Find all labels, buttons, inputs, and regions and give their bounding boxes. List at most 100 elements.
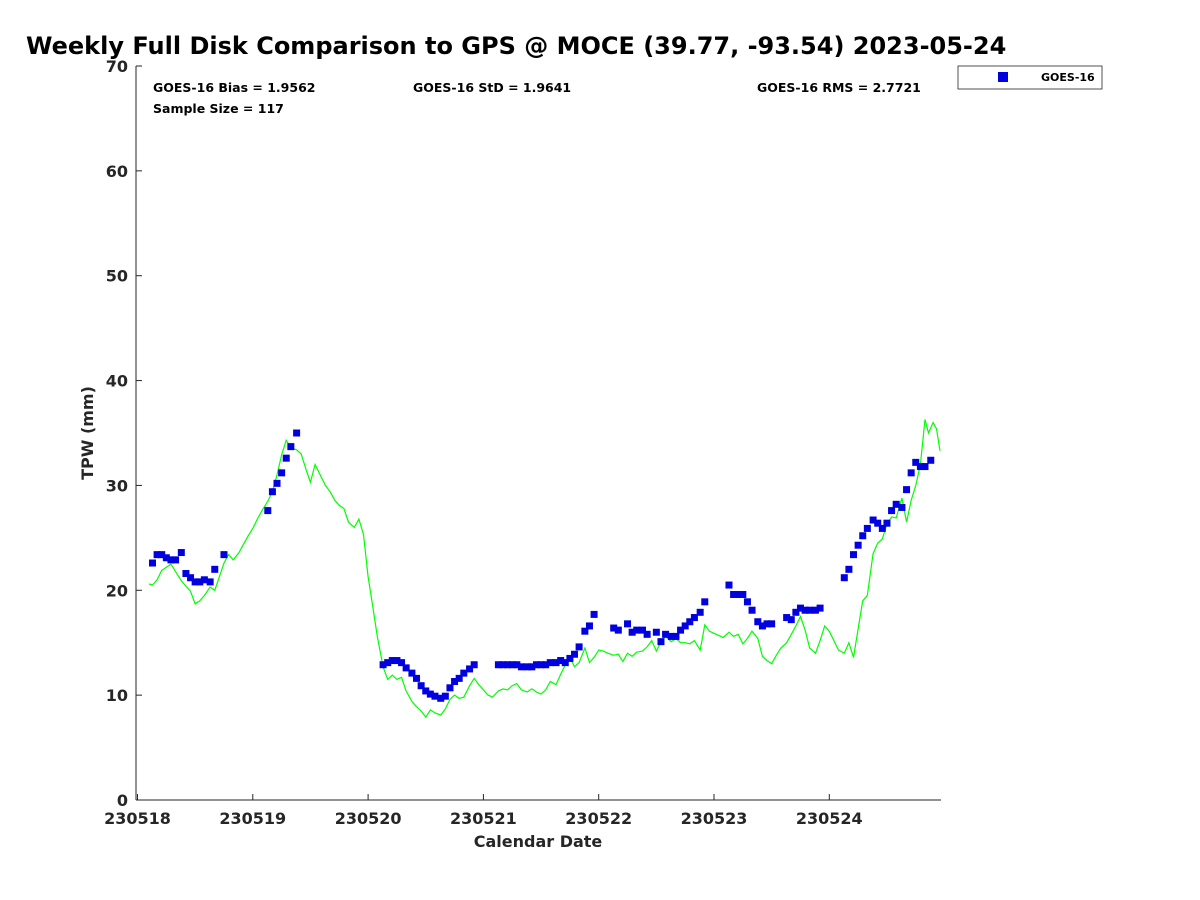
goes16-point — [696, 608, 704, 616]
goes16-point — [787, 616, 795, 624]
y-tick-label: 60 — [106, 162, 128, 181]
goes16-point — [470, 661, 478, 669]
goes16-point — [426, 690, 434, 698]
goes16-point — [863, 524, 871, 532]
goes16-point — [734, 590, 742, 598]
goes16-point — [398, 659, 406, 667]
goes16-point — [758, 622, 766, 630]
goes16-point — [273, 479, 281, 487]
goes16-point — [614, 626, 622, 634]
goes16-point — [783, 614, 791, 622]
y-tick-label: 10 — [106, 686, 128, 705]
goes16-point — [854, 541, 862, 549]
goes16-point — [282, 454, 290, 462]
goes16-point — [667, 632, 675, 640]
rms-stat: GOES-16 RMS = 2.7721 — [757, 80, 921, 95]
goes16-point — [532, 661, 540, 669]
goes16-point — [557, 657, 565, 665]
goes16-point — [552, 659, 560, 667]
goes16-point — [801, 606, 809, 614]
goes16-point — [287, 443, 295, 451]
goes16-point — [701, 598, 709, 606]
goes16-point — [672, 632, 680, 640]
y-tick-label: 50 — [106, 267, 128, 286]
goes16-point — [196, 578, 204, 586]
sample-size-stat: Sample Size = 117 — [153, 101, 284, 116]
goes16-point — [575, 643, 583, 651]
goes16-point — [566, 654, 574, 662]
goes16-point — [172, 556, 180, 564]
goes16-point — [187, 574, 195, 582]
goes16-point — [408, 669, 416, 677]
y-tick-label: 70 — [106, 57, 128, 76]
goes16-point — [916, 463, 924, 471]
goes16-point — [686, 618, 694, 626]
goes16-point — [200, 576, 208, 584]
y-tick-label: 30 — [106, 476, 128, 495]
goes16-point — [796, 604, 804, 612]
goes16-point — [811, 606, 819, 614]
goes16-point — [806, 606, 814, 614]
goes16-point — [768, 620, 776, 628]
goes16-point — [499, 661, 507, 669]
y-tick-label: 40 — [106, 372, 128, 391]
goes16-point — [162, 554, 170, 562]
goes16-point — [739, 590, 747, 598]
goes16-point — [278, 469, 286, 477]
goes16-point — [537, 661, 545, 669]
goes16-point — [437, 694, 445, 702]
goes16-point — [570, 650, 578, 658]
goes16-point — [748, 606, 756, 614]
goes16-point — [388, 657, 396, 665]
goes16-point — [153, 551, 161, 559]
legend-label: GOES-16 — [1041, 71, 1095, 84]
goes16-point — [523, 663, 531, 671]
goes16-point — [441, 692, 449, 700]
goes16-point — [869, 516, 877, 524]
goes16-point — [878, 524, 886, 532]
goes16-point — [446, 684, 454, 692]
goes16-point — [379, 661, 387, 669]
plot-area: 0 10 20 30 40 50 60 70 230518 230519 230520 230521… — [104, 57, 941, 828]
goes16-point — [402, 664, 410, 672]
legend: GOES-16 — [957, 65, 1103, 90]
goes16-point — [888, 507, 896, 515]
chart-title: Weekly Full Disk Comparison to GPS @ MOC… — [26, 32, 1006, 60]
goes16-point — [542, 661, 550, 669]
goes16-point — [422, 687, 430, 695]
goes16-point — [690, 614, 698, 622]
goes16-point — [725, 581, 733, 589]
goes16-point — [148, 559, 156, 567]
goes16-point — [754, 618, 762, 626]
goes16-point — [517, 663, 525, 671]
legend-box — [957, 65, 1103, 90]
goes16-point — [264, 507, 272, 515]
goes16-point — [268, 488, 276, 496]
series-layer — [148, 419, 941, 719]
goes16-point — [191, 578, 199, 586]
goes16-point — [763, 620, 771, 628]
goes16-point — [624, 620, 632, 628]
goes16-point — [912, 458, 920, 466]
goes16-point — [840, 574, 848, 582]
goes16-point — [792, 608, 800, 616]
goes16-point — [393, 657, 401, 665]
goes16-point — [293, 429, 301, 437]
goes16-point — [460, 669, 468, 677]
x-axis-label: Calendar Date — [474, 832, 603, 851]
goes16-point — [681, 622, 689, 630]
x-tick-label: 230521 — [450, 809, 517, 828]
x-tick-label: 230522 — [565, 809, 632, 828]
goes16-point — [859, 532, 867, 540]
goes16-point — [182, 570, 190, 578]
y-axis-label: TPW (mm) — [78, 386, 97, 480]
goes16-point — [633, 626, 641, 634]
goes16-point — [384, 659, 392, 667]
goes16-point — [610, 624, 618, 632]
goes16-point — [581, 627, 589, 635]
x-ticks: 230518 230519 230520 230521 230522 230523 2305… — [104, 794, 863, 828]
x-tick-label: 230518 — [104, 809, 171, 828]
goes16-point — [628, 628, 636, 636]
goes16-point — [921, 463, 929, 471]
goes16-point — [816, 604, 824, 612]
